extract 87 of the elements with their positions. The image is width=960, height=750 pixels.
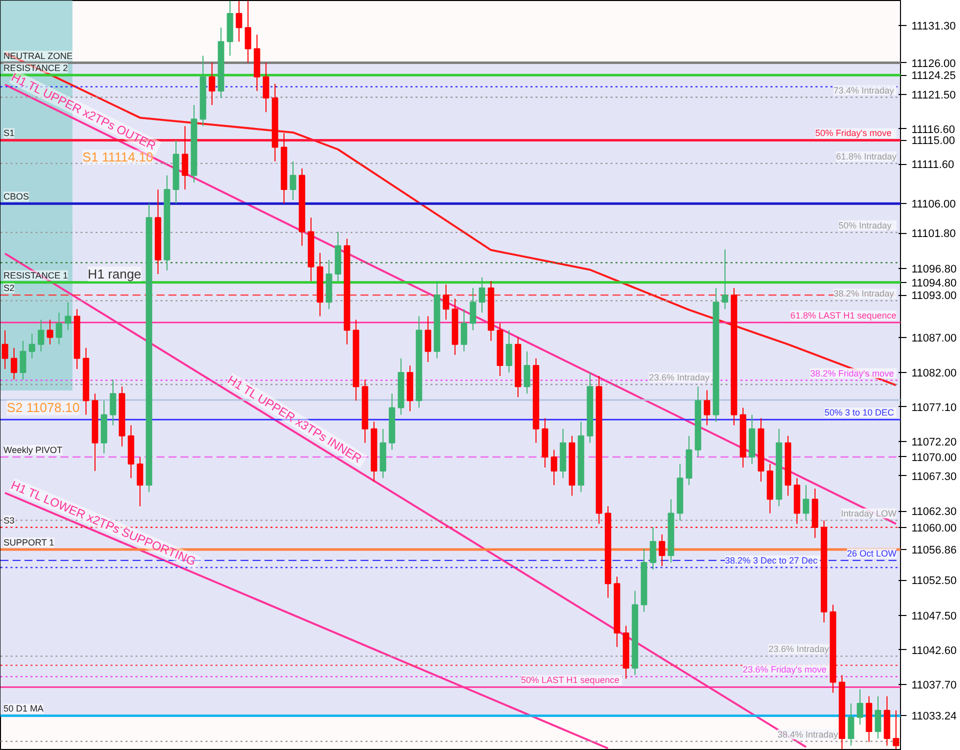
y-tick-label: 11056.86 <box>912 544 957 556</box>
candlestick <box>506 330 512 374</box>
y-tick-label: 11094.80 <box>912 277 957 290</box>
y-tick-label: 11067.30 <box>912 470 957 483</box>
ref-line-label: SUPPORT 1 <box>4 537 54 548</box>
y-tick-label: 11062.30 <box>912 506 957 518</box>
annotation: 50% 3 to 10 DEC <box>824 408 894 418</box>
y-tick-label: 11052.50 <box>912 575 957 588</box>
candlestick <box>20 340 26 380</box>
annotation: Intraday LOW <box>840 508 898 518</box>
y-tick-label: 11082.00 <box>912 368 957 380</box>
candlestick <box>848 702 854 746</box>
candlestick <box>2 330 8 370</box>
y-tick-label: 11060.00 <box>912 522 957 534</box>
y-tick-label: 11106.00 <box>912 198 956 211</box>
candlestick <box>460 308 468 352</box>
ref-line-label: NEUTRAL ZONE <box>4 50 73 61</box>
y-tick-label: 11121.50 <box>912 89 956 102</box>
ref-line-label: Weekly PIVOT <box>4 444 63 455</box>
candlestick <box>550 449 558 486</box>
y-tick-label: 11033.24 <box>912 710 957 723</box>
annotation: 26 Oct LOW <box>846 548 898 558</box>
candlestick <box>802 484 810 521</box>
candlestick <box>10 347 18 380</box>
candlestick <box>704 390 710 426</box>
candlestick <box>136 456 144 507</box>
candlestick <box>650 526 656 570</box>
y-tick-label: 11042.60 <box>912 644 957 657</box>
candlestick <box>64 302 72 331</box>
y-tick-label: 11077.10 <box>912 402 957 414</box>
annotation: 50% Intraday <box>838 220 892 230</box>
annotation: 38.2% Intraday <box>833 288 894 299</box>
candlestick <box>478 276 486 314</box>
candlestick <box>470 288 476 331</box>
candlestick <box>722 248 728 310</box>
y-tick-label: 11070.00 <box>912 452 957 464</box>
y-tick-label: 11093.00 <box>912 290 957 302</box>
annotation: 50% Friday's move <box>815 128 892 138</box>
y-tick-label: 11116.60 <box>912 124 955 136</box>
candlestick <box>442 284 450 320</box>
annotation: 23.6% Friday's move <box>742 664 827 675</box>
candlestick <box>38 319 44 352</box>
candlestick <box>524 350 530 394</box>
candlestick <box>28 333 36 359</box>
y-tick-label: 11072.20 <box>912 436 957 448</box>
ref-line-label: RESISTANCE 2 <box>4 63 68 74</box>
annotation: 23.6% Intraday <box>768 644 830 654</box>
annotation: 61.8% Intraday <box>836 151 897 162</box>
y-tick-label: 11126.00 <box>912 58 956 70</box>
annotation: S2 11078.10 <box>6 400 80 416</box>
candlestick <box>424 316 432 362</box>
y-tick-label: 11111.60 <box>912 159 954 172</box>
candlestick <box>182 126 188 190</box>
y-tick-label: 11101.80 <box>912 228 956 240</box>
candlestick <box>856 688 864 725</box>
candlestick <box>56 312 62 345</box>
ref-line-label: S1 <box>4 128 15 138</box>
candlestick <box>110 379 116 426</box>
candlestick <box>46 319 54 345</box>
candlestick <box>208 62 216 106</box>
annotation: 23.6% Intraday <box>648 372 710 382</box>
y-tick-label: 11131.30 <box>912 20 956 32</box>
annotation: 38.2% Friday's move <box>810 368 894 378</box>
ref-line-label: CBOS <box>4 192 30 202</box>
y-tick-label: 11037.70 <box>912 679 957 692</box>
ref-line-label: RESISTANCE 1 <box>4 270 68 280</box>
ref-line-label: S2 <box>4 283 15 294</box>
candlestick <box>658 534 666 567</box>
y-tick-label: 11087.00 <box>912 332 957 344</box>
y-tick-label: 11096.80 <box>912 263 957 276</box>
candlestick <box>236 0 242 42</box>
annotation: 73.4% Intraday <box>833 85 894 96</box>
y-tick-label: 11047.50 <box>912 610 957 622</box>
annotation: S1 11114.10 <box>82 150 154 165</box>
candlestick <box>892 710 900 750</box>
candlestick <box>244 0 252 64</box>
annotation: 38.2% 3 Dec to 27 Dec <box>724 555 818 566</box>
annotation: H1 range <box>88 266 142 282</box>
candlestick <box>290 160 296 201</box>
annotation: 38.4% Intraday <box>777 729 838 740</box>
annotation: 61.8% LAST H1 sequence <box>790 310 896 321</box>
y-tick-label: 11115.00 <box>912 135 955 148</box>
candlestick <box>874 696 882 740</box>
y-tick-label: 11124.25 <box>912 70 956 82</box>
annotation: 50% LAST H1 sequence <box>520 675 620 686</box>
candlestick <box>262 62 270 113</box>
ref-line-label: 50 D1 MA <box>4 704 44 714</box>
